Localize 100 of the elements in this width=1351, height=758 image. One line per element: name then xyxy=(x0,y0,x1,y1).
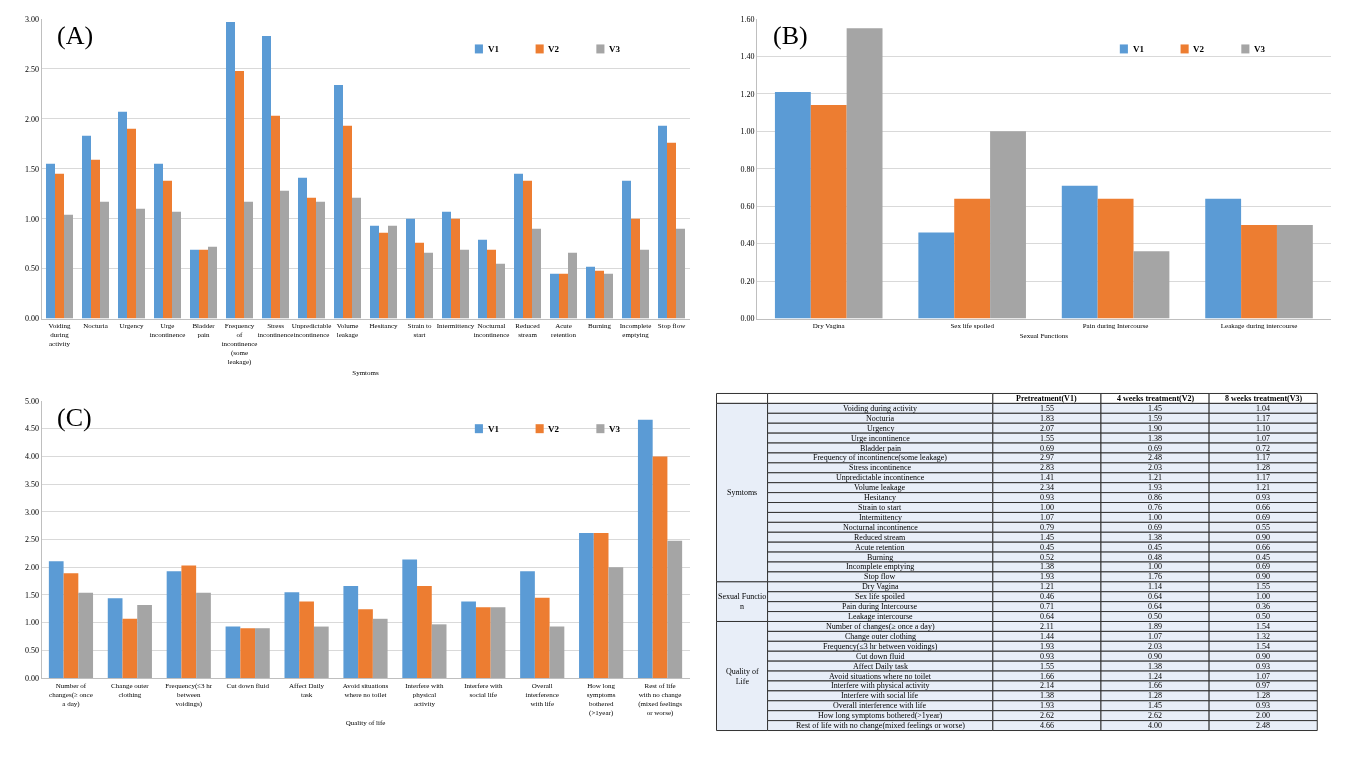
category-label: Incomplete emptying xyxy=(846,562,915,571)
bar xyxy=(487,249,496,319)
bar xyxy=(604,273,613,319)
bar xyxy=(172,211,181,319)
category-label: Sex life spoiled xyxy=(855,592,905,601)
legend-label: V2 xyxy=(548,424,560,434)
bar xyxy=(520,571,535,679)
bar xyxy=(299,601,314,679)
bar xyxy=(166,571,182,679)
data-label: 1.55 xyxy=(1040,662,1054,671)
category-label: Voiding during activity xyxy=(843,404,918,413)
data-label: 2.83 xyxy=(1040,463,1054,472)
y-tick-label: 1.20 xyxy=(740,89,755,99)
bar xyxy=(676,228,685,319)
category-label: Number of changes(≥ once a day) xyxy=(826,622,935,631)
data-label: 2.62 xyxy=(1148,711,1162,720)
data-label: 0.69 xyxy=(1256,562,1270,571)
data-label: 2.34 xyxy=(1040,483,1054,492)
category-label: Rest of life with no change(mixed feelings or worse) xyxy=(796,721,966,730)
bar xyxy=(550,273,559,319)
bar xyxy=(568,252,577,319)
bar xyxy=(514,173,523,319)
data-label: 1.24 xyxy=(1148,672,1162,681)
data-label: 1.28 xyxy=(1148,691,1162,700)
data-label: 1.07 xyxy=(1148,632,1162,641)
category-label: Change outer clothing xyxy=(845,632,917,641)
data-label: 1.83 xyxy=(1040,414,1054,423)
bar xyxy=(475,607,491,679)
bar xyxy=(352,197,361,319)
bar xyxy=(100,201,109,319)
legend-label: V2 xyxy=(548,44,560,54)
data-label: 1.00 xyxy=(1148,513,1162,522)
bar xyxy=(240,628,256,679)
bar xyxy=(181,565,197,679)
data-label: 0.52 xyxy=(1040,553,1054,562)
y-tick-label: 1.50 xyxy=(24,164,39,174)
bar xyxy=(271,115,280,319)
category-label: Hesitancy xyxy=(864,493,896,502)
data-label: 0.66 xyxy=(1256,543,1270,552)
data-label: 1.38 xyxy=(1040,562,1054,571)
category-label: Reduced stream xyxy=(854,533,907,542)
category-label: Leakage intercourse xyxy=(848,612,914,621)
category-label: Stop flow xyxy=(864,572,896,581)
y-tick-label: 0.00 xyxy=(24,673,39,683)
bar xyxy=(225,626,241,679)
y-tick-label: 5.00 xyxy=(24,396,39,406)
data-label: 1.93 xyxy=(1040,642,1054,651)
data-label: 0.79 xyxy=(1040,523,1054,532)
data-label: 1.10 xyxy=(1256,424,1270,433)
data-label: 0.50 xyxy=(1256,612,1270,621)
data-label: 1.07 xyxy=(1256,672,1270,681)
bar xyxy=(640,249,649,319)
data-label: 1.93 xyxy=(1040,701,1054,710)
bar xyxy=(658,125,667,319)
bar xyxy=(226,21,235,319)
y-tick-label: 1.00 xyxy=(24,618,39,628)
legend-label: V3 xyxy=(1254,44,1266,54)
bar xyxy=(370,225,379,319)
y-tick-label: 2.50 xyxy=(24,64,39,74)
data-label: 1.66 xyxy=(1148,681,1162,690)
data-label: 1.55 xyxy=(1040,404,1054,413)
bar xyxy=(262,35,271,319)
data-label: 2.03 xyxy=(1148,642,1162,651)
category-label: Acute retention xyxy=(855,543,905,552)
category-label: Unpredictable incontinence xyxy=(836,473,925,482)
bar xyxy=(431,624,447,679)
category-label: Strain to start xyxy=(858,503,902,512)
data-label: 0.86 xyxy=(1148,493,1162,502)
category-label: Affect Daily task xyxy=(853,662,908,671)
data-label: 2.97 xyxy=(1040,453,1054,462)
data-label: 0.93 xyxy=(1256,493,1270,502)
data-label: 1.17 xyxy=(1256,414,1270,423)
bar xyxy=(48,561,64,679)
category-label: Cut down fluid xyxy=(856,652,905,661)
data-label: 1.21 xyxy=(1256,483,1270,492)
data-label: 0.76 xyxy=(1148,503,1162,512)
bar xyxy=(343,125,352,319)
data-label: 2.48 xyxy=(1256,721,1270,730)
bar xyxy=(55,173,64,319)
data-label: 1.45 xyxy=(1148,404,1162,413)
bar xyxy=(118,111,127,319)
bar xyxy=(593,532,609,679)
bar xyxy=(846,28,883,319)
bar xyxy=(358,609,373,679)
bar xyxy=(316,201,325,319)
data-label: 1.93 xyxy=(1040,572,1054,581)
data-label: 0.90 xyxy=(1148,652,1162,661)
data-label: 2.03 xyxy=(1148,463,1162,472)
y-tick-label: 0.60 xyxy=(740,202,755,212)
bar xyxy=(990,131,1026,319)
bar xyxy=(461,601,476,679)
bar xyxy=(137,604,152,679)
y-tick-label: 1.00 xyxy=(24,214,39,224)
bar xyxy=(64,214,73,319)
bar xyxy=(579,532,594,679)
data-label: 1.45 xyxy=(1148,701,1162,710)
series-label: 4 weeks treatment(V2) xyxy=(1117,394,1195,403)
bar xyxy=(622,180,631,319)
bar xyxy=(154,163,163,319)
chart-title: (C) xyxy=(57,403,92,432)
